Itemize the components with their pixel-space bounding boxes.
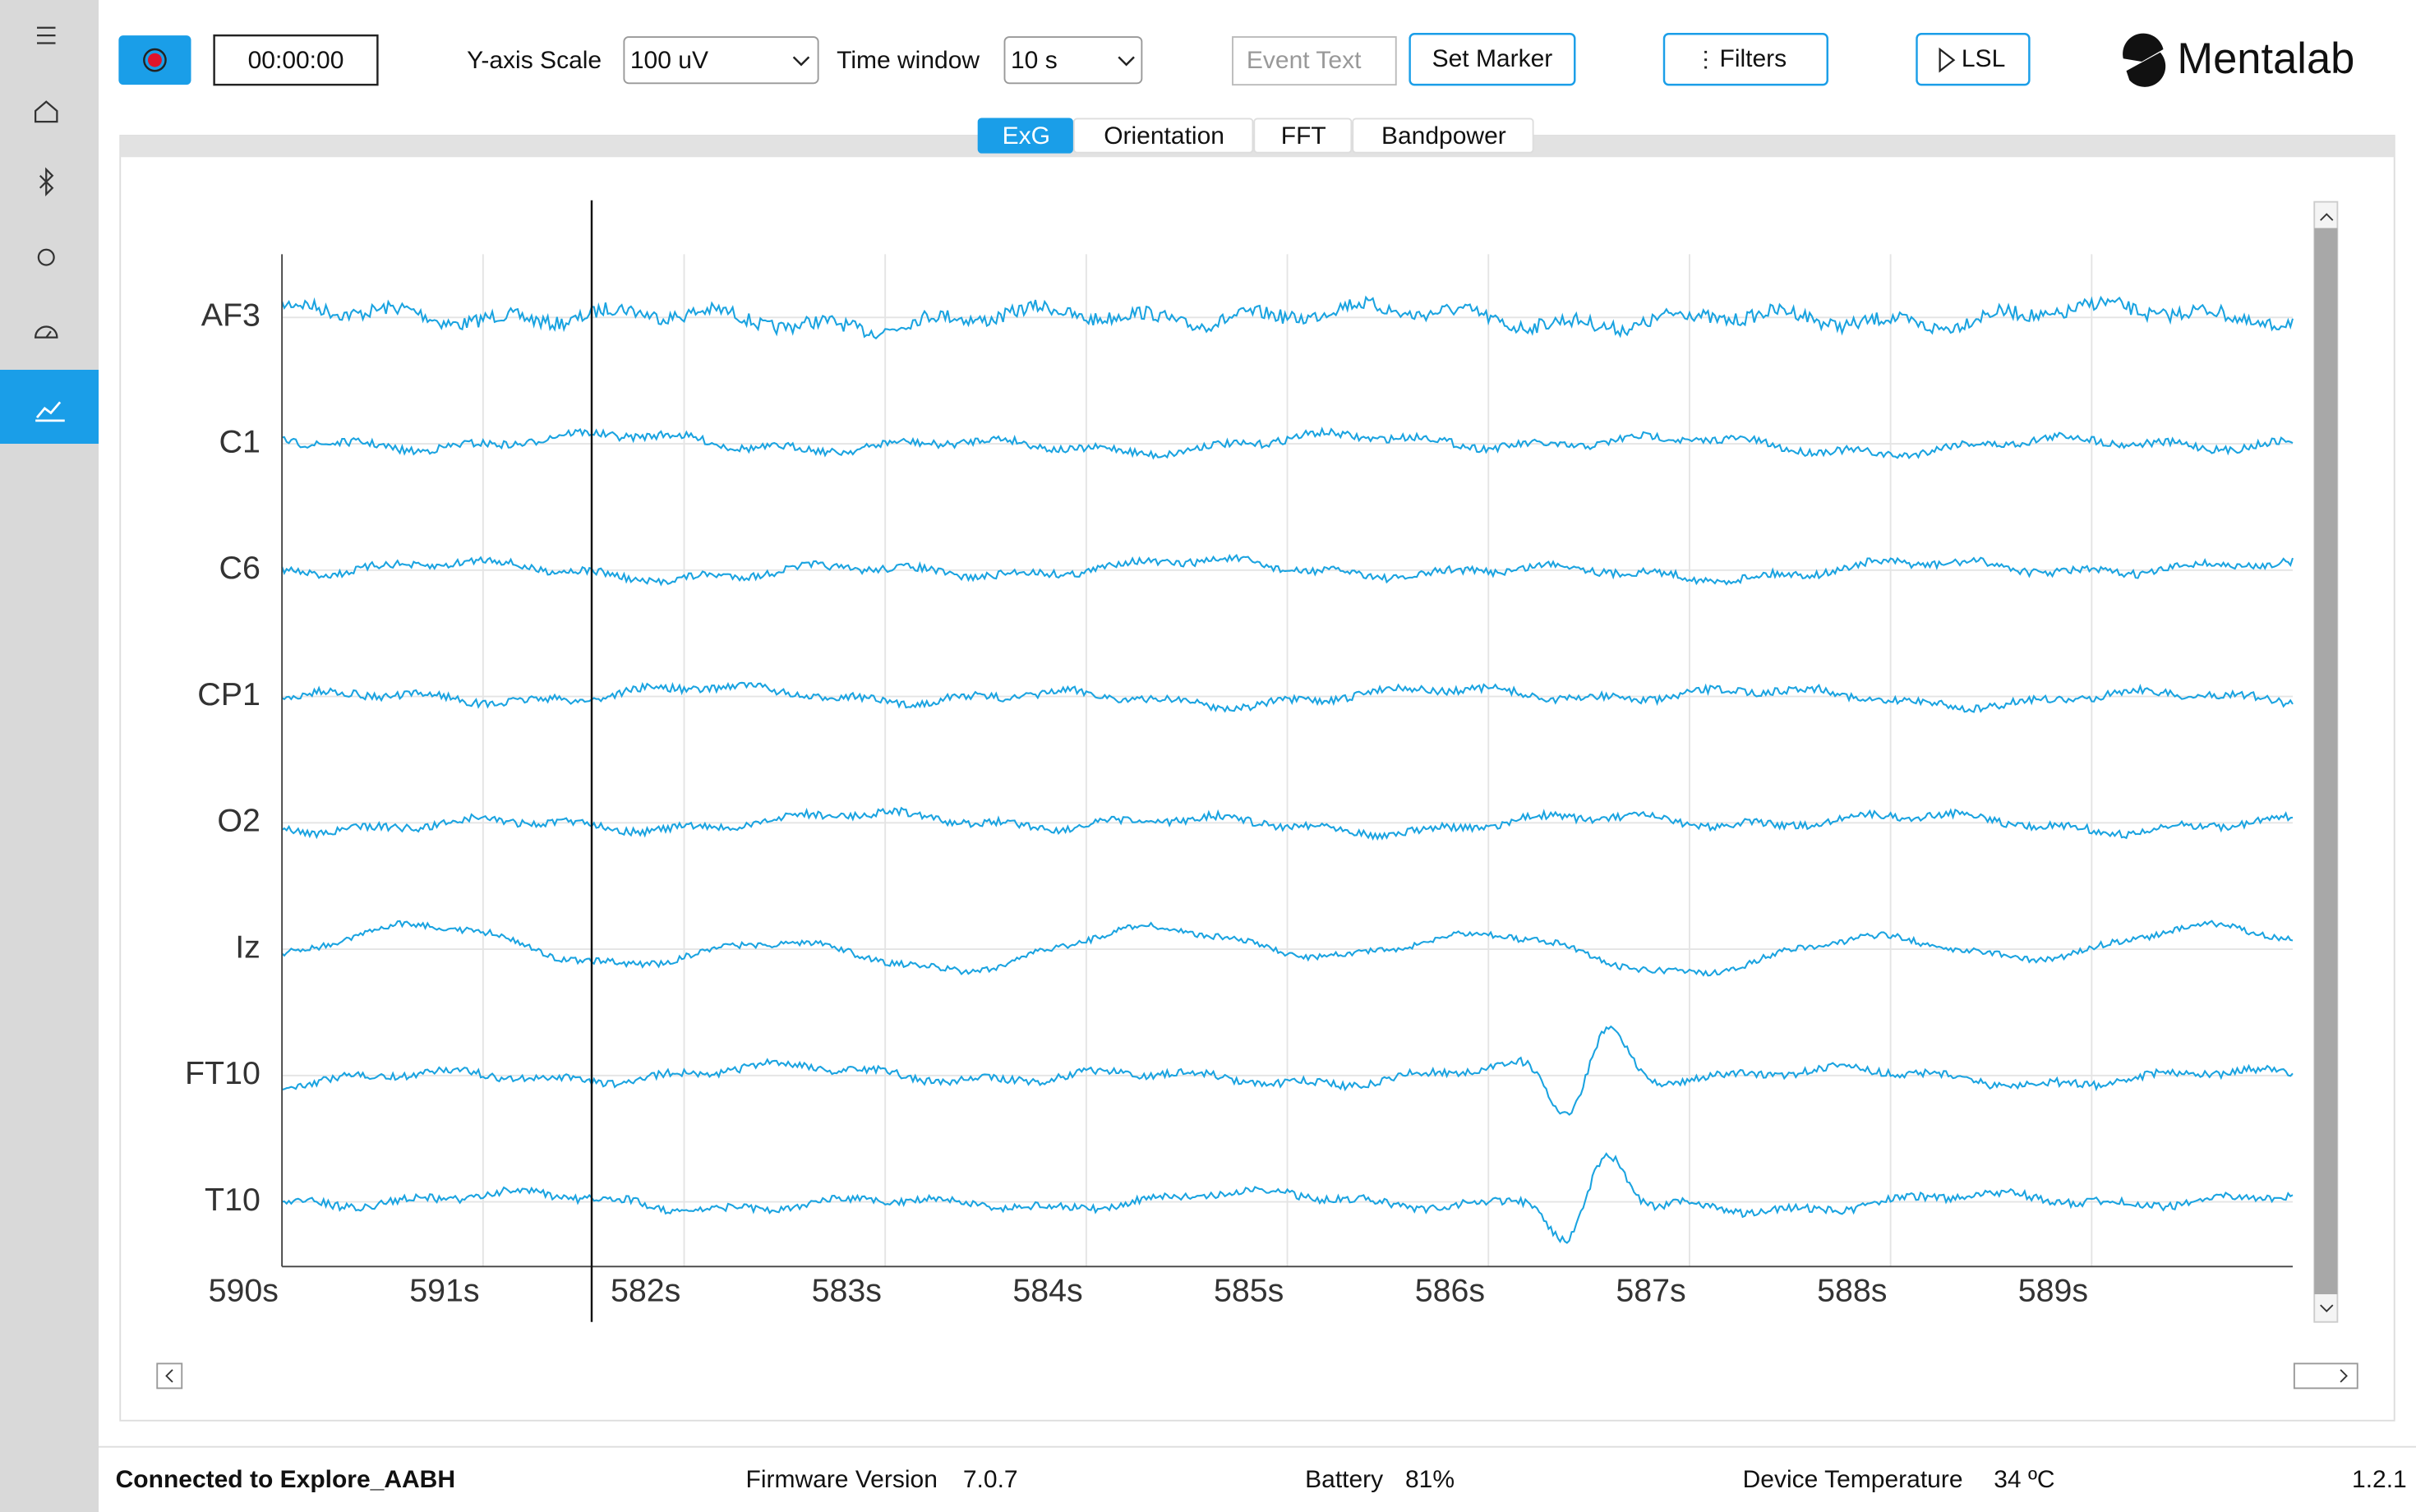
filters-button[interactable] <box>1662 33 1828 86</box>
plot-panel <box>119 135 2395 1422</box>
tab[interactable] <box>1072 118 1254 154</box>
brand-logo <box>2123 33 2166 87</box>
tab-label: Bandpower <box>1381 122 1506 150</box>
lsl-button[interactable] <box>1916 33 2031 86</box>
firmware-label: Firmware Version <box>746 1466 938 1493</box>
x-tick-label: 591s <box>409 1273 479 1309</box>
channel-label: CP1 <box>197 676 261 712</box>
filters-label: Filters <box>1720 45 1787 72</box>
scroll-left[interactable] <box>156 1362 183 1390</box>
channel-label: C1 <box>219 423 261 459</box>
record-ring <box>143 48 167 72</box>
arrow <box>2340 1369 2348 1383</box>
time-window-select[interactable] <box>1003 36 1143 85</box>
eeg-trace <box>281 920 2294 977</box>
x-tick-label: 583s <box>812 1273 882 1309</box>
channel-label: FT10 <box>185 1055 261 1091</box>
x-tick-label: 585s <box>1214 1273 1284 1309</box>
brand-name: Mentalab <box>2177 35 2354 83</box>
home-icon[interactable] <box>35 100 58 123</box>
tab[interactable] <box>977 118 1073 154</box>
y-scale-select[interactable] <box>623 36 819 85</box>
v-scroll-thumb[interactable] <box>2314 228 2338 1295</box>
y-scale-value: 100 uV <box>630 47 708 74</box>
temperature-value: 34 ºC <box>1994 1466 2054 1493</box>
temperature-label: Device Temperature <box>1743 1466 1963 1493</box>
menu-icon[interactable] <box>37 26 56 44</box>
dropdown-arrow <box>1118 56 1135 67</box>
eeg-trace <box>281 295 2294 340</box>
sidebar-selected[interactable] <box>0 370 99 445</box>
eeg-trace <box>282 426 2294 460</box>
tab[interactable] <box>1352 118 1534 154</box>
x-tick-label: 582s <box>611 1273 680 1309</box>
sidebar <box>0 0 99 1512</box>
time-window-value: 10 s <box>1011 47 1058 74</box>
gauge-icon[interactable] <box>34 325 58 339</box>
chart-icon <box>35 401 65 422</box>
eeg-trace <box>281 1152 2294 1244</box>
channel-label: AF3 <box>201 297 261 334</box>
x-tick-label: 588s <box>1817 1273 1887 1309</box>
tab-label: Orientation <box>1104 122 1224 150</box>
scroll-arrows <box>2320 213 2334 1312</box>
set-marker-button[interactable] <box>1409 33 1576 86</box>
x-tick-label: 590s <box>209 1273 279 1309</box>
eeg-trace <box>281 681 2294 713</box>
event-text-input[interactable] <box>1232 36 1397 86</box>
channel-label: Iz <box>235 929 261 965</box>
tab-label: FFT <box>1281 122 1326 150</box>
set-marker-label: Set Marker <box>1432 45 1553 72</box>
lsl-label: LSL <box>1962 45 2005 72</box>
scroll-right[interactable] <box>2293 1362 2358 1390</box>
tab[interactable] <box>1253 118 1353 154</box>
firmware-value: 7.0.7 <box>963 1466 1018 1493</box>
timer: 00:00:00 <box>248 47 344 74</box>
record-dot <box>148 53 162 67</box>
eeg-trace <box>281 806 2294 841</box>
eeg-trace <box>281 553 2294 587</box>
event-text-placeholder: Event Text <box>1247 47 1362 74</box>
x-tick-label: 587s <box>1616 1273 1685 1309</box>
settings-icon[interactable] <box>37 248 55 266</box>
eeg-trace <box>281 1025 2294 1116</box>
app-version: 1.2.1 <box>2352 1466 2407 1493</box>
connection-status: Connected to Explore_AABH <box>116 1466 455 1493</box>
time-window-label: Time window <box>837 47 980 74</box>
battery-value: 81% <box>1405 1466 1455 1493</box>
tab-label: ExG <box>1003 122 1050 150</box>
channel-label: O2 <box>217 803 261 839</box>
dropdown-arrow <box>792 56 810 67</box>
channel-label: C6 <box>219 550 261 586</box>
x-tick-label: 589s <box>2018 1273 2088 1309</box>
play-icon <box>1939 47 1956 73</box>
arrow <box>165 1369 173 1383</box>
battery-label: Battery <box>1305 1466 1383 1493</box>
y-scale-label: Y-axis Scale <box>467 47 602 74</box>
bluetooth-icon[interactable] <box>39 167 54 196</box>
timer-box <box>213 34 379 86</box>
x-tick-label: 584s <box>1012 1273 1082 1309</box>
x-tick-label: 586s <box>1415 1273 1485 1309</box>
channel-label: T10 <box>205 1182 261 1218</box>
